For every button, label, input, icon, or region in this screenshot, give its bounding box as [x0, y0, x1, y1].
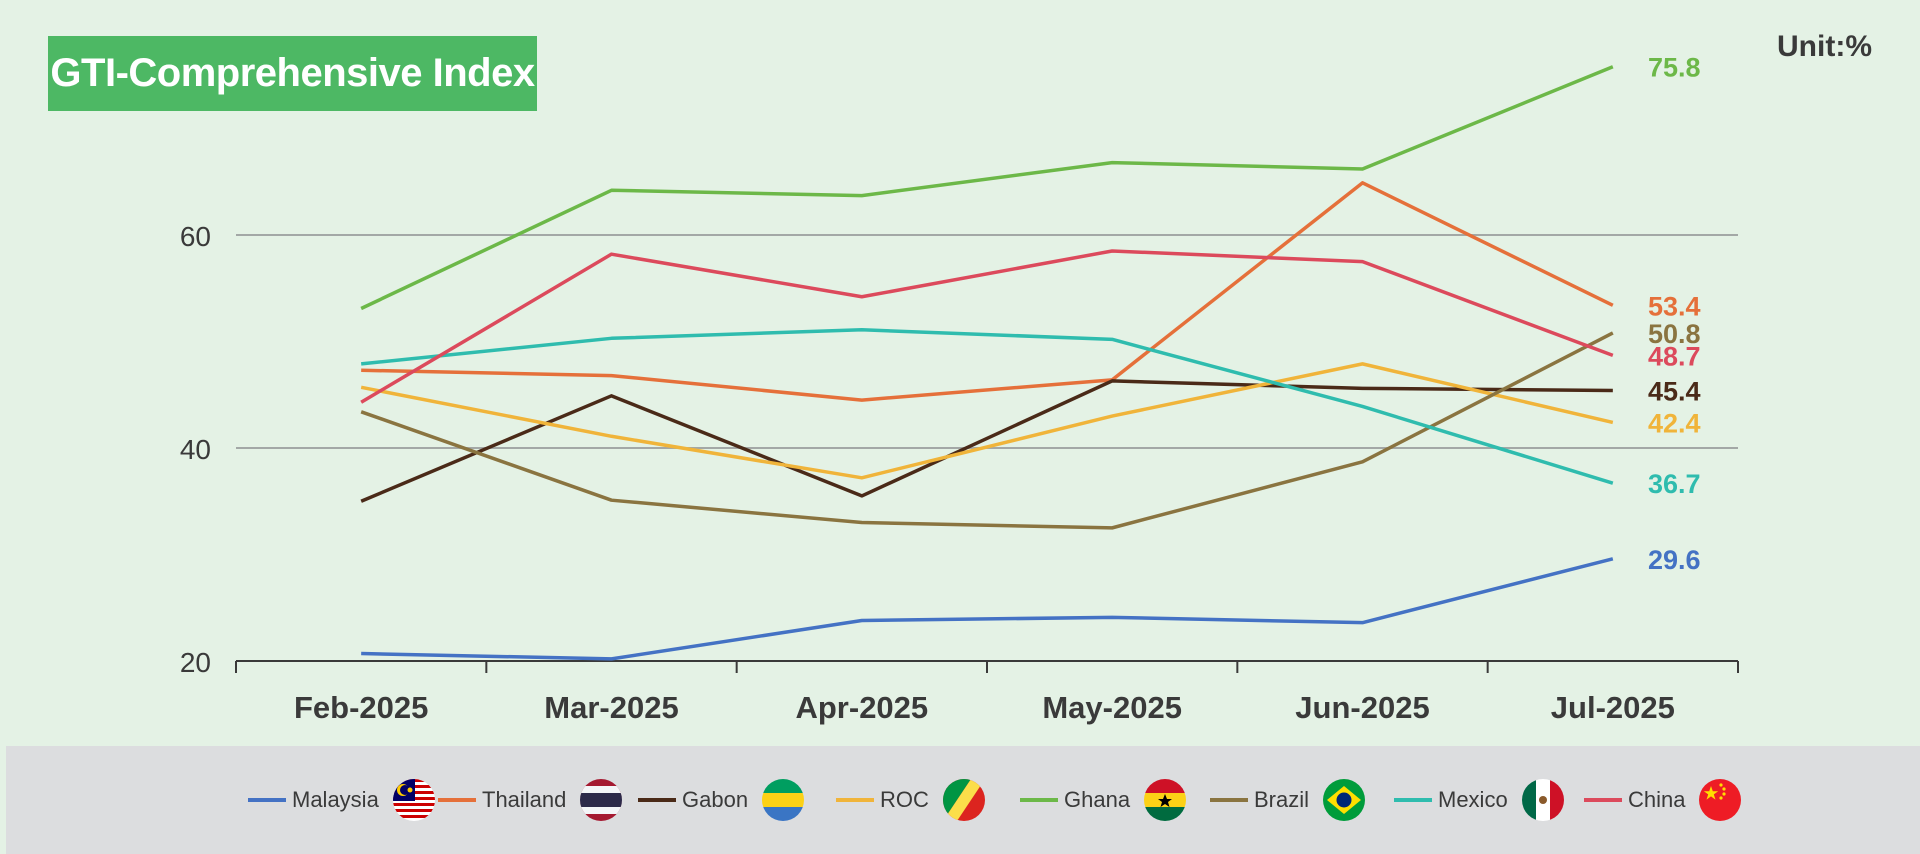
legend-line-roc: [836, 798, 874, 802]
legend-line-brazil: [1210, 798, 1248, 802]
legend-line-malaysia: [248, 798, 286, 802]
legend-item-mexico: Mexico: [1394, 746, 1564, 854]
legend-label-brazil: Brazil: [1254, 787, 1310, 812]
series-line-thailand: [361, 181, 1614, 402]
x-tick-label: Mar-2025: [544, 690, 678, 725]
series-line-brazil: [360, 331, 1614, 530]
legend-item-roc: ROC: [836, 746, 985, 854]
legend-label-thailand: Thailand: [482, 787, 567, 812]
y-tick-label: 60: [180, 221, 211, 252]
x-tick-label: Apr-2025: [795, 690, 928, 725]
legend-item-thailand: Thailand: [438, 746, 623, 854]
series-line-china: [360, 249, 1614, 404]
end-label-malaysia: 29.6: [1648, 545, 1701, 575]
legend-item-ghana: Ghana: [1020, 746, 1187, 854]
series-line-mexico: [360, 328, 1614, 485]
end-label-brazil: 50.8: [1648, 319, 1701, 349]
unit-label: Unit:%: [1777, 30, 1872, 63]
brazil-flag-icon: [1323, 779, 1366, 821]
series-line-gabon: [360, 379, 1613, 503]
y-tick-label: 40: [180, 434, 211, 465]
x-tick-label: Jun-2025: [1295, 690, 1429, 725]
legend-item-brazil: Brazil: [1210, 746, 1366, 854]
legend-label-mexico: Mexico: [1438, 787, 1508, 812]
legend-label-gabon: Gabon: [682, 787, 749, 812]
legend-label-roc: ROC: [880, 787, 929, 812]
end-label-china: 48.7: [1648, 341, 1701, 371]
line-chart: 20 40 60 Feb-2025 Mar-2025 Apr-2025 May-2025 Ju…: [180, 53, 1739, 725]
thailand-flag-icon: [580, 779, 623, 821]
malaysia-flag-icon: [392, 779, 435, 821]
chart-title: GTI-Comprehensive Index: [48, 36, 537, 111]
ghana-flag-icon: [1144, 779, 1187, 821]
china-flag-icon: [1699, 779, 1742, 821]
roc-flag-icon: [942, 779, 985, 821]
end-label-thailand: 53.4: [1648, 291, 1701, 321]
x-tick-label: Feb-2025: [294, 690, 428, 725]
legend-label-ghana: Ghana: [1064, 787, 1131, 812]
end-label-mexico: 36.7: [1648, 469, 1701, 499]
legend-line-gabon: [638, 798, 676, 802]
legend-line-thailand: [438, 798, 476, 802]
legend-line-mexico: [1394, 798, 1432, 802]
legend-item-china: China: [1584, 746, 1742, 854]
end-label-ghana: 75.8: [1648, 53, 1701, 83]
end-label-roc: 42.4: [1648, 408, 1701, 438]
legend-line-china: [1584, 798, 1622, 802]
y-tick-label: 20: [180, 647, 211, 678]
end-label-gabon: 45.4: [1648, 376, 1701, 406]
legend-label-china: China: [1628, 787, 1686, 812]
legend-item-gabon: Gabon: [638, 746, 805, 854]
x-tick-label: Jul-2025: [1551, 690, 1675, 725]
series-line-malaysia: [361, 557, 1614, 661]
mexico-flag-icon: [1521, 779, 1564, 821]
legend-item-malaysia: Malaysia: [248, 746, 435, 854]
gabon-flag-icon: [762, 779, 805, 821]
legend-line-ghana: [1020, 798, 1058, 802]
legend-label-malaysia: Malaysia: [292, 787, 379, 812]
x-tick-label: May-2025: [1042, 690, 1182, 725]
series-line-roc: [360, 362, 1614, 480]
series-line-ghana: [360, 65, 1614, 311]
legend: Malaysia Thailand Gabon: [6, 746, 1920, 854]
